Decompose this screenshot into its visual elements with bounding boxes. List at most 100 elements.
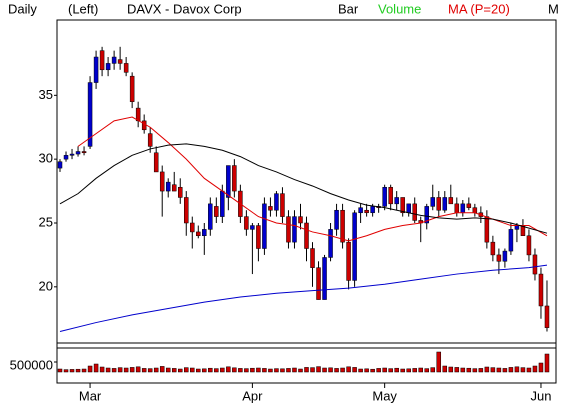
candle-body bbox=[171, 184, 177, 192]
volume-bar bbox=[436, 351, 442, 373]
candle-body bbox=[256, 225, 261, 249]
volume-bar bbox=[454, 367, 460, 373]
candle-body bbox=[370, 206, 375, 214]
y-tick-label: 25 bbox=[39, 214, 53, 229]
candle-body bbox=[292, 216, 297, 243]
candle-body bbox=[502, 250, 508, 262]
candle-body bbox=[274, 193, 279, 211]
volume-bar bbox=[202, 368, 207, 373]
volume-bar bbox=[508, 367, 514, 373]
candle-body bbox=[514, 225, 520, 230]
volume-bar bbox=[472, 368, 478, 373]
candle-body bbox=[454, 203, 460, 214]
volume-bar bbox=[153, 367, 159, 373]
volume-bar bbox=[388, 368, 393, 373]
candle-body bbox=[352, 212, 357, 281]
candle-body bbox=[472, 207, 478, 214]
volume-bar bbox=[430, 367, 436, 373]
candle-body bbox=[358, 207, 363, 214]
volume-bar bbox=[544, 353, 550, 373]
volume-bar bbox=[262, 368, 267, 373]
candle-body bbox=[75, 151, 81, 155]
moving-average bbox=[59, 264, 548, 332]
volume-bar bbox=[418, 367, 423, 373]
volume-bar bbox=[244, 368, 249, 373]
volume-bar bbox=[364, 368, 369, 373]
candle-body bbox=[105, 63, 111, 71]
candle-body bbox=[322, 257, 327, 300]
volume-bar bbox=[340, 367, 345, 373]
volume-bar bbox=[93, 363, 99, 373]
candle-body bbox=[496, 254, 502, 262]
candle-body bbox=[430, 197, 436, 207]
volume-bar bbox=[310, 367, 315, 373]
candle-body bbox=[484, 216, 490, 243]
candle-body bbox=[532, 254, 538, 275]
candle-body bbox=[346, 241, 351, 281]
candle-body bbox=[165, 181, 171, 192]
candle-body bbox=[159, 171, 165, 192]
volume-bar bbox=[141, 368, 147, 373]
candle-body bbox=[262, 203, 267, 249]
candle-body bbox=[298, 216, 303, 224]
volume-bar bbox=[135, 366, 141, 373]
volume-bar bbox=[304, 367, 309, 373]
candle-body bbox=[286, 216, 291, 243]
volume-bar bbox=[99, 366, 105, 373]
candle-body bbox=[442, 197, 448, 211]
volume-bar bbox=[448, 366, 454, 373]
volume-bar bbox=[208, 367, 213, 373]
volume-bar bbox=[117, 367, 123, 373]
x-tick-label: May bbox=[372, 388, 397, 403]
volume-bar bbox=[75, 368, 81, 373]
volume-bar bbox=[63, 369, 69, 373]
volume-bar bbox=[496, 367, 502, 373]
volume-bar bbox=[520, 367, 526, 373]
header-label: (Left) bbox=[68, 1, 98, 16]
candle-body bbox=[153, 152, 159, 173]
volume-bar bbox=[268, 368, 273, 373]
volume-bar bbox=[322, 367, 327, 373]
candle-body bbox=[448, 197, 454, 205]
candle-body bbox=[184, 197, 189, 224]
volume-bar bbox=[171, 368, 177, 373]
volume-bar bbox=[256, 367, 261, 373]
candle-body bbox=[87, 82, 93, 147]
volume-bar bbox=[532, 365, 538, 373]
candle-body bbox=[394, 197, 399, 205]
candle-body bbox=[214, 206, 219, 217]
candle-body bbox=[490, 241, 496, 256]
volume-bar bbox=[316, 366, 321, 373]
candle-body bbox=[220, 190, 225, 217]
volume-bar bbox=[412, 368, 417, 373]
volume-bar bbox=[490, 367, 496, 373]
candle-body bbox=[208, 203, 213, 230]
y-tick-label: 35 bbox=[39, 87, 53, 102]
candle-body bbox=[244, 216, 249, 230]
candle-body bbox=[147, 133, 153, 147]
candle-body bbox=[280, 193, 285, 217]
candle-body bbox=[310, 248, 315, 268]
candle-body bbox=[117, 59, 123, 64]
candle-body bbox=[99, 50, 105, 71]
candle-body bbox=[141, 120, 147, 131]
volume-bar bbox=[292, 367, 297, 373]
candle-body bbox=[135, 107, 141, 122]
candle-body bbox=[364, 209, 369, 214]
candle-body bbox=[466, 203, 472, 208]
candle-body bbox=[129, 75, 135, 102]
candle-body bbox=[190, 222, 195, 233]
candle-body bbox=[202, 229, 207, 237]
x-tick-label: Jun bbox=[530, 388, 551, 403]
candle-body bbox=[226, 165, 231, 198]
candle-body bbox=[400, 197, 405, 214]
volume-bar bbox=[328, 367, 333, 373]
volume-bar bbox=[352, 367, 357, 373]
x-tick-label: Mar bbox=[79, 388, 102, 403]
volume-bar bbox=[81, 368, 87, 373]
volume-bar bbox=[105, 367, 111, 373]
volume-bar bbox=[334, 368, 339, 373]
volume-bar bbox=[478, 368, 484, 373]
volume-bar bbox=[196, 368, 201, 373]
